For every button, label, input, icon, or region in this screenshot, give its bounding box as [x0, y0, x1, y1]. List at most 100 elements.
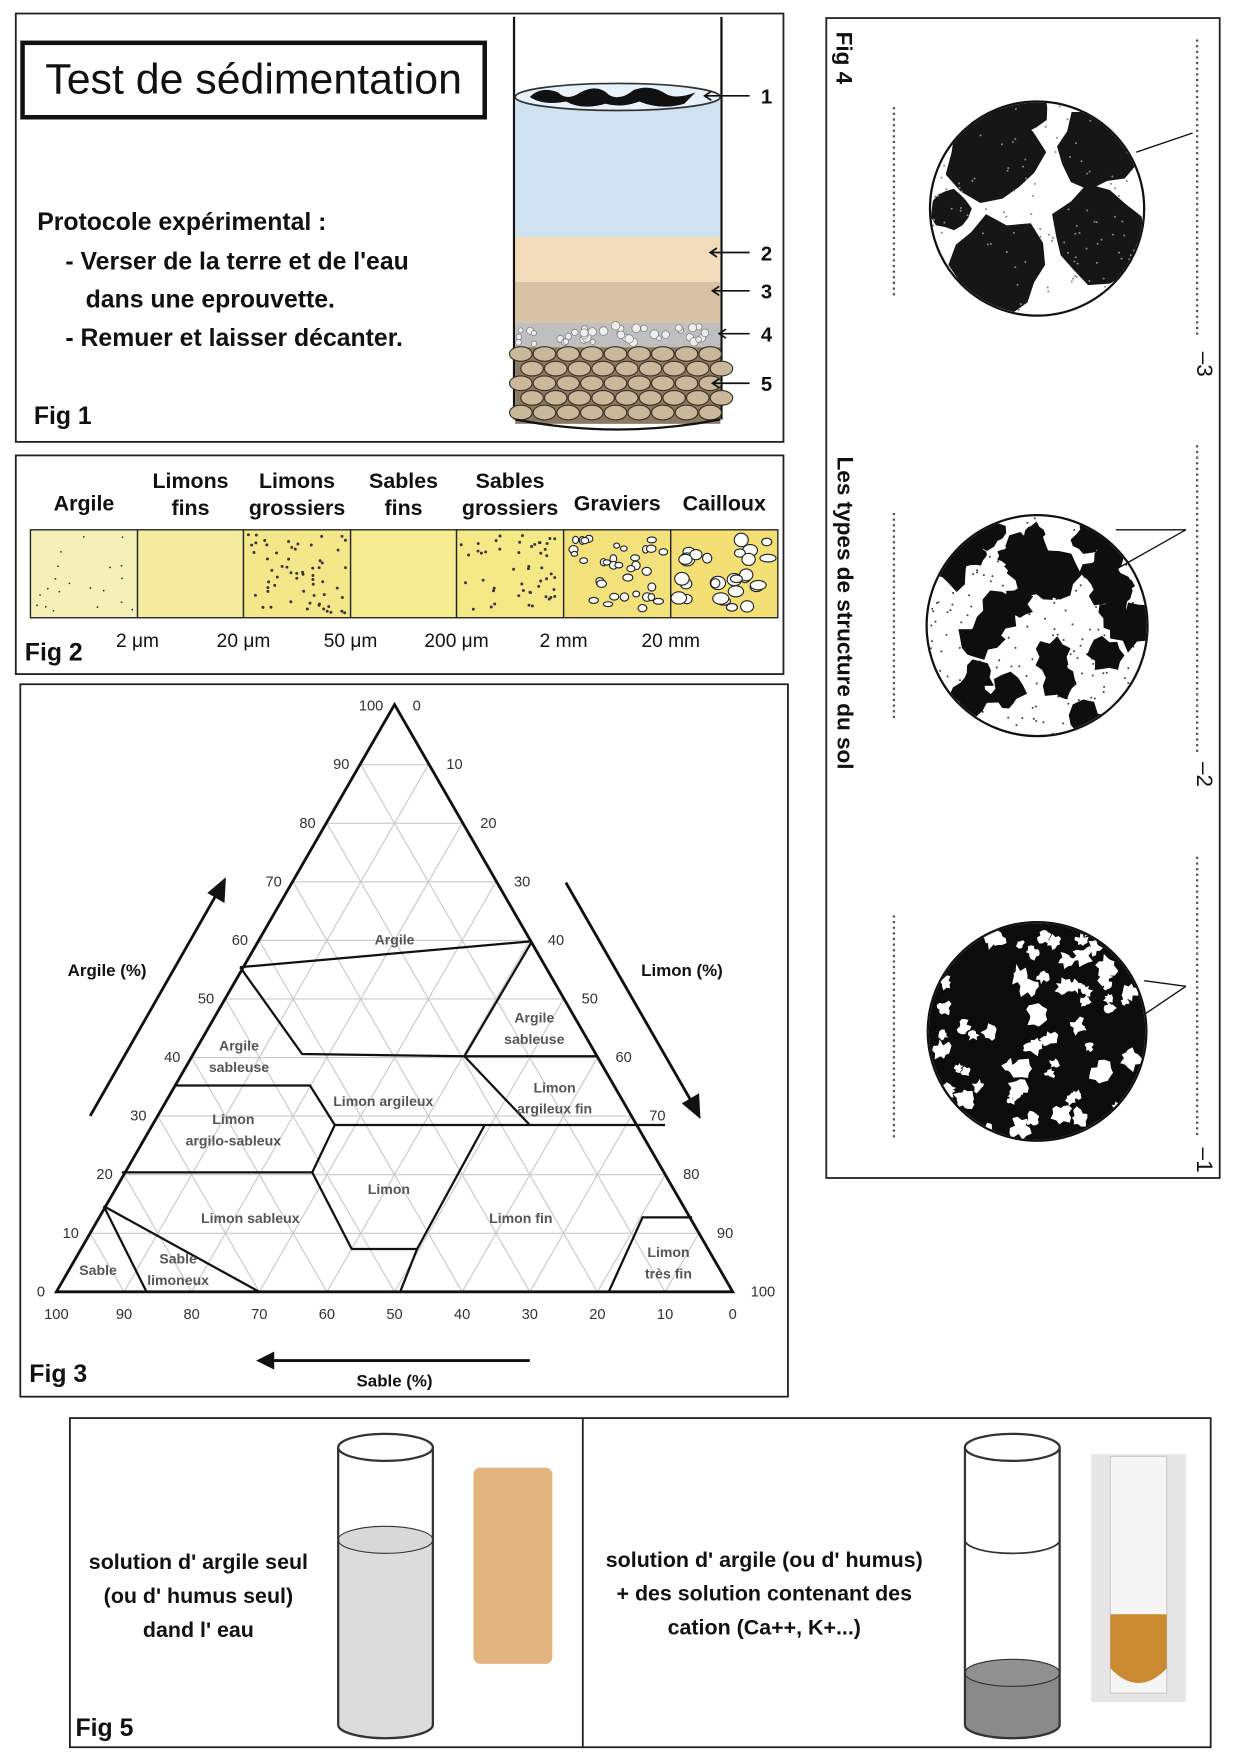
tick-label: 70 [266, 874, 282, 890]
tick-label: 10 [446, 757, 462, 773]
tick-label: 20 [480, 816, 496, 832]
tick-label: 100 [359, 699, 383, 715]
tube-right [963, 1432, 1061, 1740]
fig3: Argile Argile sableuse Argile sableuse Limon … [19, 683, 789, 1398]
fig5-text: solution d' argile (ou d' humus) [606, 1548, 923, 1572]
grid-line [258, 881, 497, 1293]
protocol-step: dans une eprouvette. [86, 287, 335, 314]
fig-label: Fig 1 [34, 403, 92, 430]
tick-label: 100 [44, 1307, 68, 1323]
fraction-label: fins [171, 496, 209, 520]
size-limit: 2 mm [540, 631, 588, 652]
grid-line [157, 1115, 260, 1293]
region-label: Limon argileux [333, 1093, 433, 1109]
tick-label: 90 [116, 1307, 132, 1323]
tick-label: 0 [413, 699, 421, 715]
fig5-text: dand l' eau [143, 1618, 254, 1642]
fig5-text: + des solution contenant des [616, 1582, 912, 1606]
region-label: très fin [645, 1265, 692, 1281]
fraction-label: fins [385, 496, 423, 520]
tick-label: 70 [649, 1109, 665, 1125]
swatch [29, 529, 139, 619]
tick-label: 80 [683, 1167, 699, 1183]
structure-outline [926, 920, 1148, 1142]
fig5-text: solution d' argile seul [89, 1550, 308, 1574]
fraction-label: grossiers [249, 496, 345, 520]
tick-label: 60 [319, 1307, 335, 1323]
fig-label: Fig 3 [29, 1361, 87, 1388]
fig1-frame [14, 12, 785, 443]
tick-label: 60 [615, 1050, 631, 1066]
fraction-label: Cailloux [683, 492, 766, 516]
region-label: Limon [212, 1111, 254, 1127]
region-label: Limon fin [489, 1210, 552, 1226]
swatch [455, 529, 565, 619]
test-tube [508, 16, 734, 431]
size-limit: 20 μm [217, 631, 271, 652]
tick-label: 30 [514, 874, 530, 890]
tick-label: 70 [251, 1307, 267, 1323]
tick-label: 30 [522, 1307, 538, 1323]
region-label: Argile [219, 1038, 259, 1054]
tick-label: 10 [657, 1307, 673, 1323]
region-label: Sable [159, 1251, 197, 1267]
protocol-step: - Remuer et laisser décanter. [65, 325, 402, 352]
region-label: Limon [647, 1244, 689, 1260]
tick-label: 40 [164, 1050, 180, 1066]
title-box [20, 40, 487, 120]
size-limit: 20 mm [641, 631, 700, 652]
structure-label: –2 [1192, 762, 1217, 787]
fig4-frame [825, 17, 1221, 1179]
swatch [349, 529, 458, 619]
fig4-title: Les types de structure du sol [833, 457, 858, 770]
grid-line [123, 1174, 193, 1293]
structure-circle [927, 516, 1147, 735]
layer-label: 3 [761, 282, 772, 304]
tick-label: 100 [751, 1284, 775, 1300]
protocol-step: - Verser de la terre et de l'eau [65, 248, 408, 275]
fraction-label: Sables [476, 469, 545, 493]
fig-label: Fig 4 [831, 32, 856, 85]
fig-label: Fig 5 [76, 1715, 134, 1742]
dotted-lines [892, 39, 1199, 1141]
tick-label: 60 [232, 933, 248, 949]
fig-label: Fig 2 [25, 640, 83, 667]
fraction-label: Graviers [574, 492, 661, 516]
layer-label: 5 [761, 374, 772, 396]
triangle [53, 701, 736, 1294]
grid-line [292, 881, 531, 1293]
tick-label: 90 [717, 1226, 733, 1242]
grid-line [360, 764, 666, 1293]
fig3-frame [19, 683, 789, 1398]
fig5-frame [69, 1417, 1212, 1749]
tick-label: 30 [130, 1109, 146, 1125]
region-label: limoneux [147, 1272, 209, 1288]
fig4: Fig 4 Les types de structure du sol –3 –… [825, 17, 1221, 1179]
fig5-text: cation (Ca++, K+...) [668, 1616, 861, 1640]
grid-line [123, 764, 429, 1293]
axis-label: Argile (%) [68, 961, 147, 980]
tick-label: 0 [729, 1307, 737, 1323]
structure-outline [925, 514, 1149, 738]
region-boundaries [102, 940, 693, 1293]
tick-label: 50 [582, 991, 598, 1007]
tick-label: 40 [454, 1307, 470, 1323]
fraction-label: Argile [54, 492, 115, 516]
structure-outline [928, 100, 1146, 317]
tick-label: 80 [299, 816, 315, 832]
region-label: Sable [79, 1262, 117, 1278]
region-label: sableuse [504, 1031, 564, 1047]
structure-label: –3 [1192, 352, 1217, 377]
fraction-label: Sables [369, 469, 438, 493]
tick-label: 20 [589, 1307, 605, 1323]
photo-tube [473, 1467, 553, 1664]
tick-label: 50 [386, 1307, 402, 1323]
region-label: Limon [368, 1181, 410, 1197]
pointer-lines [1115, 132, 1193, 1016]
fig5-text: (ou d' humus seul) [104, 1584, 293, 1608]
size-limit: 200 μm [424, 631, 488, 652]
tick-label: 40 [548, 933, 564, 949]
